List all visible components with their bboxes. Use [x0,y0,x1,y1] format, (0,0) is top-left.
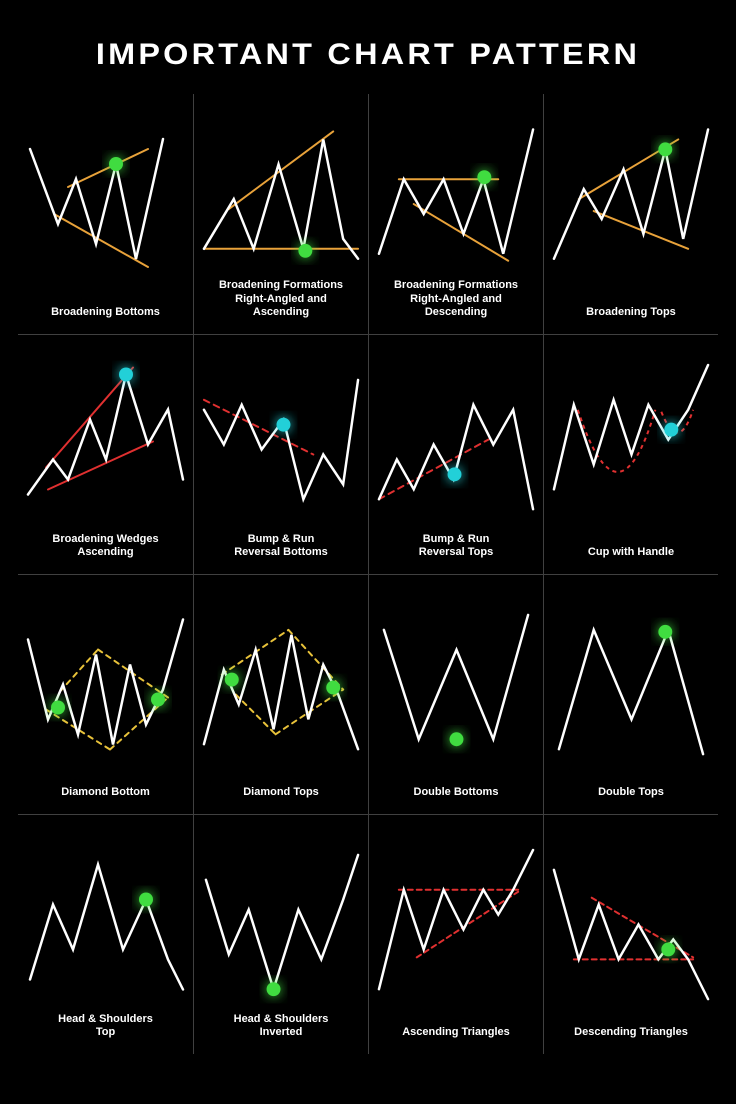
pattern-svg [544,94,718,334]
pattern-svg [544,575,718,814]
pattern-label: Double Tops [592,786,670,800]
pattern-cell-diamond-bottom: Diamond Bottom [18,574,193,814]
pattern-label: Ascending Triangles [396,1026,516,1040]
pattern-svg [18,575,193,814]
pattern-cell-bump-run-tops: Bump & RunReversal Tops [368,334,543,574]
pattern-svg [544,815,718,1054]
pattern-grid: Broadening Bottoms Broadening FormationsR… [18,94,718,1054]
pattern-svg [18,94,193,334]
pattern-svg [369,575,543,814]
pattern-cell-head-shoulders-top: Head & ShouldersTop [18,814,193,1054]
pattern-label: Diamond Bottom [55,786,156,800]
pattern-cell-double-bottoms: Double Bottoms [368,574,543,814]
pattern-label: Broadening FormationsRight-Angled andDes… [388,279,524,320]
pattern-cell-broadening-right-descending: Broadening FormationsRight-Angled andDes… [368,94,543,334]
pattern-label: Broadening Bottoms [45,306,166,320]
pattern-cell-double-tops: Double Tops [543,574,718,814]
pattern-cell-broadening-tops: Broadening Tops [543,94,718,334]
pattern-label: Broadening FormationsRight-Angled andAsc… [213,279,349,320]
pattern-cell-cup-with-handle: Cup with Handle [543,334,718,574]
pattern-label: Broadening WedgesAscending [46,533,164,561]
pattern-label: Diamond Tops [237,786,325,800]
pattern-cell-bump-run-bottoms: Bump & RunReversal Bottoms [193,334,368,574]
pattern-label: Cup with Handle [582,546,680,560]
pattern-label: Head & ShouldersInverted [228,1013,335,1041]
pattern-label: Bump & RunReversal Bottoms [228,533,334,561]
pattern-cell-diamond-tops: Diamond Tops [193,574,368,814]
pattern-label: Bump & RunReversal Tops [413,533,499,561]
pattern-cell-broadening-bottoms: Broadening Bottoms [18,94,193,334]
pattern-cell-broadening-right-ascending: Broadening FormationsRight-Angled andAsc… [193,94,368,334]
pattern-svg [194,575,368,814]
page-title: IMPORTANT CHART PATTERN [0,0,736,94]
pattern-label: Head & ShouldersTop [52,1013,159,1041]
pattern-label: Descending Triangles [568,1026,694,1040]
pattern-cell-head-shoulders-inverted: Head & ShouldersInverted [193,814,368,1054]
pattern-label: Broadening Tops [580,306,682,320]
pattern-cell-broadening-wedges-ascending: Broadening WedgesAscending [18,334,193,574]
pattern-cell-descending-triangles: Descending Triangles [543,814,718,1054]
pattern-svg [369,815,543,1054]
pattern-svg [544,335,718,574]
pattern-cell-ascending-triangles: Ascending Triangles [368,814,543,1054]
pattern-label: Double Bottoms [408,786,505,800]
